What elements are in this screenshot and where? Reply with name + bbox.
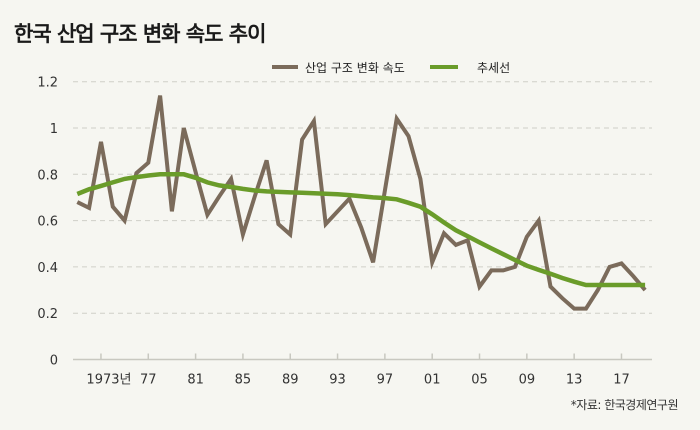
y-tick-label: 0	[50, 354, 58, 369]
y-axis-ticks: 0 0.2 0.4 0.6 0.8 1 1.2	[37, 76, 58, 369]
x-tick-label: 81	[187, 373, 204, 388]
x-tick-label: 89	[282, 373, 299, 388]
series-lines	[76, 95, 647, 311]
x-tick-label: 85	[235, 373, 252, 388]
y-tick-label: 1	[50, 122, 58, 137]
gridlines	[73, 81, 652, 314]
x-axis: 1973년 77 81 85 89 93 97 01 05 09 13 17	[73, 353, 652, 388]
trend-line	[76, 172, 646, 288]
y-tick-label: 0.6	[37, 215, 58, 230]
y-tick-label: 1.2	[37, 76, 58, 91]
y-tick-label: 0.2	[37, 307, 58, 322]
x-tick-label: 97	[377, 373, 394, 388]
legend: 산업 구조 변화 속도 추세선	[272, 61, 510, 75]
x-tick-label: 17	[613, 373, 630, 388]
series-line	[76, 95, 647, 311]
y-tick-label: 0.8	[37, 168, 58, 183]
y-tick-label: 0.4	[37, 261, 58, 276]
x-tick-label: 93	[329, 373, 346, 388]
x-tick-label: 01	[424, 373, 441, 388]
x-tick-label: 77	[140, 373, 157, 388]
x-tick-label: 1973년	[86, 373, 131, 388]
chart-title: 한국 산업 구조 변화 속도 추이	[14, 22, 266, 46]
x-tick-label: 13	[566, 373, 583, 388]
x-tick-label: 09	[519, 373, 536, 388]
legend-label-trend: 추세선	[477, 61, 510, 75]
legend-label-series: 산업 구조 변화 속도	[305, 61, 405, 75]
source-note: *자료: 한국경제연구원	[570, 398, 679, 412]
x-tick-label: 05	[471, 373, 488, 388]
